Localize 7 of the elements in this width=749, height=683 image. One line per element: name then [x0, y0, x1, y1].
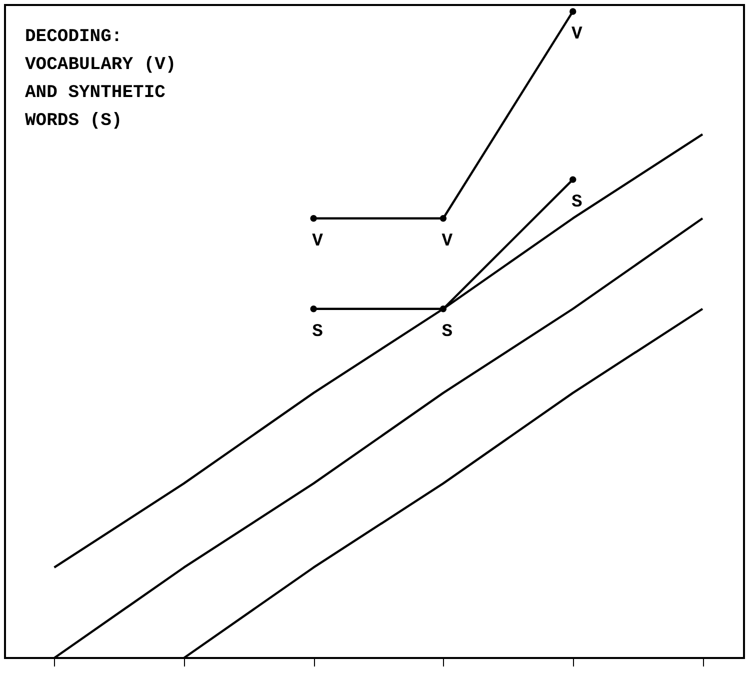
text: DECODING: VOCABULARY (V) AND SYNTHETIC WORDS (S): [25, 27, 176, 131]
text: V: [312, 231, 323, 252]
text: V: [442, 231, 453, 252]
series-label: V: [571, 24, 582, 44]
text: S: [442, 322, 453, 342]
text: S: [312, 322, 323, 342]
series-label: S: [571, 192, 582, 213]
